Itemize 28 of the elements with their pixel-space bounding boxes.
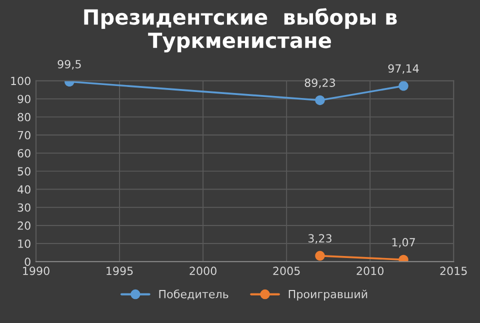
point <box>398 81 408 91</box>
x-tick-label: 1990 <box>23 266 50 276</box>
data-label: 1,07 <box>392 238 415 248</box>
data-label: 3,23 <box>308 234 332 244</box>
legend-label: Победитель <box>159 290 228 300</box>
y-tick-label: 40 <box>18 185 30 194</box>
x-tick-label: 2010 <box>356 266 384 276</box>
y-tick-label: 20 <box>18 221 30 230</box>
point <box>315 95 325 106</box>
y-tick-label: 30 <box>18 203 30 212</box>
y-tick-label: 100 <box>11 76 30 86</box>
data-label: 89,23 <box>304 78 335 88</box>
x-tick-label: 2015 <box>440 266 467 276</box>
data-label: 97,14 <box>388 64 419 74</box>
y-tick-label: 10 <box>18 240 30 248</box>
x-tick-label: 2005 <box>273 266 300 276</box>
y-tick-label: 70 <box>18 130 30 140</box>
chart-title: Президентские выборы в Туркменистане <box>84 8 397 52</box>
y-tick-label: 90 <box>18 94 30 104</box>
x-tick-label: 2000 <box>190 266 216 276</box>
point <box>315 250 325 261</box>
y-tick-label: 80 <box>18 112 30 122</box>
y-tick-label: 60 <box>18 149 30 158</box>
y-tick-label: 0 <box>24 258 30 266</box>
x-tick-label: 1995 <box>106 266 133 276</box>
y-tick-label: 50 <box>18 167 30 176</box>
data-label: 99,5 <box>58 60 81 70</box>
legend-label: Проигравший <box>288 290 368 300</box>
